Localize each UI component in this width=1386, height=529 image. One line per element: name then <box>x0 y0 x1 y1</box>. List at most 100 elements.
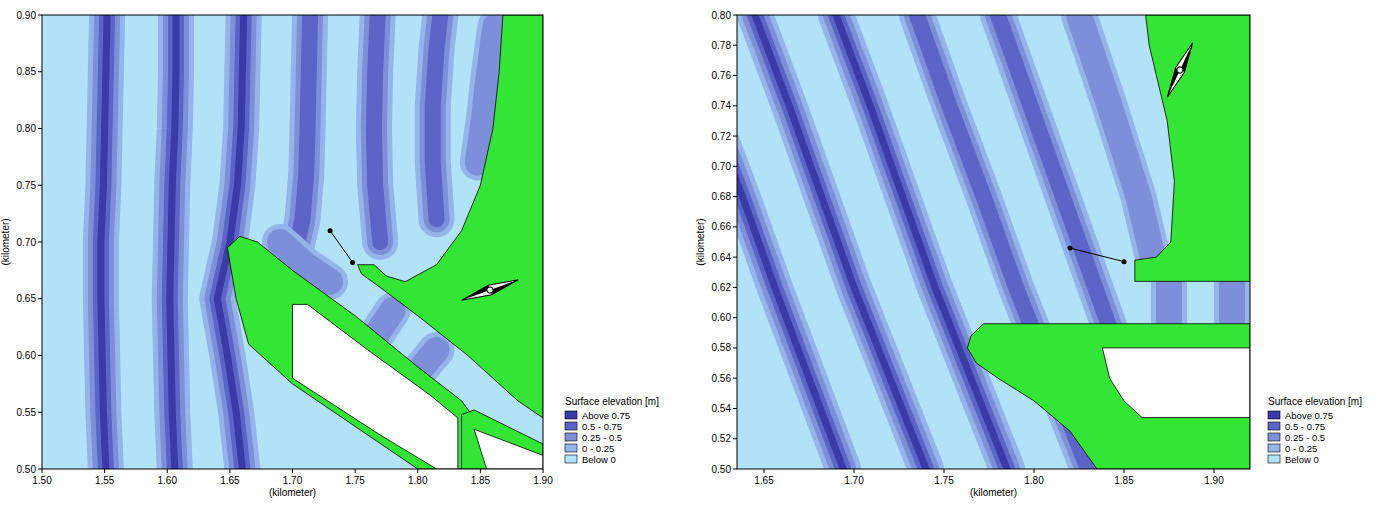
y-tick-label: 0.62 <box>712 282 732 293</box>
y-tick-label: 0.52 <box>712 433 732 444</box>
section-point <box>1068 246 1073 251</box>
x-tick-label: 1.85 <box>471 475 491 486</box>
y-tick-label: 0.50 <box>17 464 37 475</box>
land <box>227 236 474 469</box>
legend-swatch <box>1268 444 1280 452</box>
section-point <box>1122 259 1127 264</box>
x-tick <box>1034 469 1035 473</box>
plot-area <box>42 15 543 469</box>
y-tick <box>38 71 42 72</box>
y-tick <box>38 469 42 470</box>
wave-crest-band <box>1079 15 1153 257</box>
x-axis-title: (kilometer) <box>970 487 1017 498</box>
x-tick-label: 1.80 <box>1024 475 1044 486</box>
legend-label: 0.25 - 0.5 <box>1285 432 1325 443</box>
legend-swatch <box>1268 411 1280 419</box>
legend-label: 0.5 - 0.75 <box>582 421 622 432</box>
x-axis-title: (kilometer) <box>269 487 316 498</box>
y-tick-label: 0.55 <box>17 407 37 418</box>
y-tick-label: 0.56 <box>712 373 732 384</box>
x-tick <box>355 469 356 473</box>
y-tick-label: 0.58 <box>712 342 732 353</box>
x-tick <box>944 469 945 473</box>
y-tick-label: 0.65 <box>17 293 37 304</box>
y-tick-label: 0.90 <box>17 10 37 21</box>
x-tick <box>42 469 43 473</box>
wave-crest-band <box>170 15 176 469</box>
y-tick <box>733 287 737 288</box>
legend-swatch <box>1268 433 1280 441</box>
wave-crest-band <box>433 15 441 219</box>
x-tick <box>1214 469 1215 473</box>
y-tick <box>733 317 737 318</box>
y-tick-label: 0.60 <box>712 312 732 323</box>
y-tick-label: 0.72 <box>712 131 732 142</box>
section-point <box>350 260 355 265</box>
x-tick-label: 1.90 <box>1204 475 1224 486</box>
water-background <box>42 15 543 469</box>
y-tick <box>733 408 737 409</box>
y-tick-label: 0.70 <box>17 237 37 248</box>
legend-title: Surface elevation [m] <box>565 396 659 407</box>
y-tick-label: 0.68 <box>712 191 732 202</box>
wave-crest-band <box>293 15 311 265</box>
x-tick <box>480 469 481 473</box>
x-tick-label: 1.65 <box>754 475 774 486</box>
legend-swatch <box>1268 422 1280 430</box>
north-arrow-hub <box>1176 66 1184 74</box>
y-tick-label: 0.78 <box>712 40 732 51</box>
north-arrow <box>460 275 520 305</box>
y-tick <box>38 185 42 186</box>
y-axis-title: (kilometer) <box>0 218 11 265</box>
y-tick <box>733 438 737 439</box>
wave-crest-band <box>101 15 107 469</box>
y-tick-label: 0.80 <box>712 10 732 21</box>
wave-crest-band <box>374 15 380 242</box>
legend-label: Above 0.75 <box>1285 410 1333 421</box>
y-tick-label: 0.80 <box>17 123 37 134</box>
legend-swatch <box>565 433 577 441</box>
y-axis-title: (kilometer) <box>695 218 706 265</box>
legend-swatch <box>565 455 577 463</box>
x-tick <box>854 469 855 473</box>
y-tick-label: 0.64 <box>712 252 732 263</box>
y-tick-label: 0.75 <box>17 180 37 191</box>
x-tick-label: 1.70 <box>283 475 303 486</box>
frame <box>42 15 543 469</box>
wave-crest-band <box>374 15 380 242</box>
wave-crest-band <box>433 15 441 219</box>
wave-crest-band <box>101 15 107 469</box>
wave-crest-band <box>1151 284 1187 320</box>
y-tick <box>38 412 42 413</box>
y-tick <box>733 378 737 379</box>
section-line <box>330 231 353 263</box>
x-tick <box>764 469 765 473</box>
legend-label: 0.25 - 0.5 <box>582 432 622 443</box>
land <box>1135 15 1250 281</box>
y-tick-label: 0.76 <box>712 70 732 81</box>
north-arrow <box>1163 41 1197 100</box>
legend-label: Above 0.75 <box>582 410 630 421</box>
y-tick <box>733 105 737 106</box>
y-tick <box>733 136 737 137</box>
x-tick <box>229 469 230 473</box>
y-tick <box>733 469 737 470</box>
frame <box>737 15 1250 469</box>
y-tick <box>733 347 737 348</box>
wave-crest-band <box>170 15 176 469</box>
wave-crest-band <box>101 15 107 469</box>
x-tick-label: 1.90 <box>533 475 553 486</box>
wave-crest-band <box>170 15 176 469</box>
x-tick <box>1124 469 1125 473</box>
wave-crest-band <box>1156 284 1182 320</box>
x-tick-label: 1.75 <box>345 475 365 486</box>
y-tick <box>733 45 737 46</box>
y-tick <box>38 298 42 299</box>
wave-crest-band <box>1214 284 1250 320</box>
wave-crest-band <box>374 15 380 242</box>
y-tick <box>733 257 737 258</box>
section-point <box>328 228 333 233</box>
y-tick <box>733 196 737 197</box>
x-tick-label: 1.80 <box>408 475 428 486</box>
y-tick-label: 0.70 <box>712 161 732 172</box>
